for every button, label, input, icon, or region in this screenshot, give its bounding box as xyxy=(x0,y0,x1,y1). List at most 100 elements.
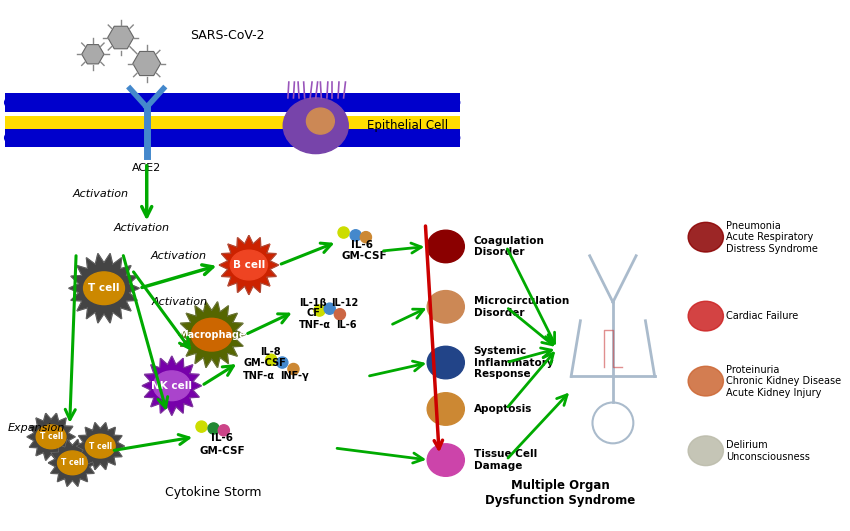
Circle shape xyxy=(71,133,81,142)
Circle shape xyxy=(339,98,348,107)
Text: TNF-α: TNF-α xyxy=(299,320,331,330)
Ellipse shape xyxy=(58,451,88,475)
Circle shape xyxy=(272,133,281,142)
Circle shape xyxy=(161,98,170,107)
Circle shape xyxy=(361,133,371,142)
Polygon shape xyxy=(219,235,279,295)
Circle shape xyxy=(283,98,292,107)
Text: Multiple Organ
Dysfunction Syndrome: Multiple Organ Dysfunction Syndrome xyxy=(484,478,635,507)
Polygon shape xyxy=(108,26,133,49)
Ellipse shape xyxy=(428,346,464,379)
Text: B cell: B cell xyxy=(233,260,265,270)
Text: Cardiac Failure: Cardiac Failure xyxy=(726,311,798,321)
Circle shape xyxy=(439,133,449,142)
Circle shape xyxy=(324,303,335,314)
Circle shape xyxy=(394,133,404,142)
Text: T cell: T cell xyxy=(88,442,112,451)
Circle shape xyxy=(139,133,148,142)
Ellipse shape xyxy=(428,290,464,323)
Ellipse shape xyxy=(688,366,723,396)
Text: CF: CF xyxy=(307,309,320,318)
Circle shape xyxy=(417,98,426,107)
Text: Pneumonia
Acute Respiratory
Distress Syndrome: Pneumonia Acute Respiratory Distress Syn… xyxy=(726,220,818,254)
Text: IL-6: IL-6 xyxy=(351,239,373,250)
Ellipse shape xyxy=(153,371,190,400)
Circle shape xyxy=(350,98,360,107)
Circle shape xyxy=(339,133,348,142)
Circle shape xyxy=(94,133,103,142)
Circle shape xyxy=(116,98,125,107)
Polygon shape xyxy=(27,413,75,460)
Polygon shape xyxy=(82,45,104,64)
Circle shape xyxy=(265,354,277,365)
Circle shape xyxy=(383,133,393,142)
Text: Activation: Activation xyxy=(72,189,128,199)
Circle shape xyxy=(4,133,14,142)
Circle shape xyxy=(60,98,70,107)
Circle shape xyxy=(338,227,349,238)
Text: IL-12: IL-12 xyxy=(332,298,359,308)
Circle shape xyxy=(128,98,137,107)
Text: IL-1β: IL-1β xyxy=(299,298,326,308)
Circle shape xyxy=(372,133,382,142)
Text: Cytokine Storm: Cytokine Storm xyxy=(166,486,262,499)
Text: SARS-CoV-2: SARS-CoV-2 xyxy=(190,29,265,42)
Polygon shape xyxy=(76,423,124,469)
Text: NK cell: NK cell xyxy=(151,381,192,391)
Text: Epithelial Cell: Epithelial Cell xyxy=(367,119,448,132)
Circle shape xyxy=(217,98,225,107)
Circle shape xyxy=(205,133,214,142)
Ellipse shape xyxy=(230,250,268,280)
Text: ACE2: ACE2 xyxy=(132,163,162,173)
Circle shape xyxy=(305,133,314,142)
Circle shape xyxy=(82,133,92,142)
Text: IL-8: IL-8 xyxy=(260,347,281,357)
Circle shape xyxy=(239,133,248,142)
Circle shape xyxy=(105,133,114,142)
Text: Activation: Activation xyxy=(150,251,207,261)
Circle shape xyxy=(139,98,148,107)
Circle shape xyxy=(328,133,337,142)
Circle shape xyxy=(38,98,48,107)
Circle shape xyxy=(49,133,59,142)
Circle shape xyxy=(314,305,325,316)
Text: Activation: Activation xyxy=(151,297,207,307)
Circle shape xyxy=(194,133,203,142)
Circle shape xyxy=(288,364,299,374)
Text: T cell: T cell xyxy=(61,458,84,467)
Ellipse shape xyxy=(428,393,464,425)
Circle shape xyxy=(16,98,25,107)
Circle shape xyxy=(217,133,225,142)
Circle shape xyxy=(208,423,219,434)
Circle shape xyxy=(350,230,361,241)
Ellipse shape xyxy=(83,272,124,305)
Circle shape xyxy=(405,98,415,107)
Circle shape xyxy=(250,98,259,107)
Circle shape xyxy=(283,133,292,142)
Circle shape xyxy=(172,98,181,107)
Circle shape xyxy=(250,133,259,142)
Text: Tissue Cell
Damage: Tissue Cell Damage xyxy=(473,449,537,471)
Circle shape xyxy=(305,98,314,107)
Circle shape xyxy=(294,98,303,107)
Text: GM-CSF: GM-CSF xyxy=(243,358,286,369)
FancyBboxPatch shape xyxy=(4,129,460,147)
Polygon shape xyxy=(69,253,139,323)
Text: Delirium
Unconsciousness: Delirium Unconsciousness xyxy=(726,440,810,461)
Text: TNF-α: TNF-α xyxy=(243,372,275,381)
Circle shape xyxy=(317,133,326,142)
Circle shape xyxy=(239,98,248,107)
Circle shape xyxy=(172,133,181,142)
Ellipse shape xyxy=(428,230,464,263)
FancyBboxPatch shape xyxy=(4,93,460,112)
Circle shape xyxy=(394,98,404,107)
Ellipse shape xyxy=(688,301,723,331)
Circle shape xyxy=(116,133,125,142)
Circle shape xyxy=(27,98,37,107)
Text: Systemic
Inflammatory
Response: Systemic Inflammatory Response xyxy=(473,346,553,379)
Polygon shape xyxy=(133,52,161,75)
Polygon shape xyxy=(142,356,201,415)
Text: IL-6: IL-6 xyxy=(336,320,357,330)
Circle shape xyxy=(82,98,92,107)
Circle shape xyxy=(261,133,270,142)
